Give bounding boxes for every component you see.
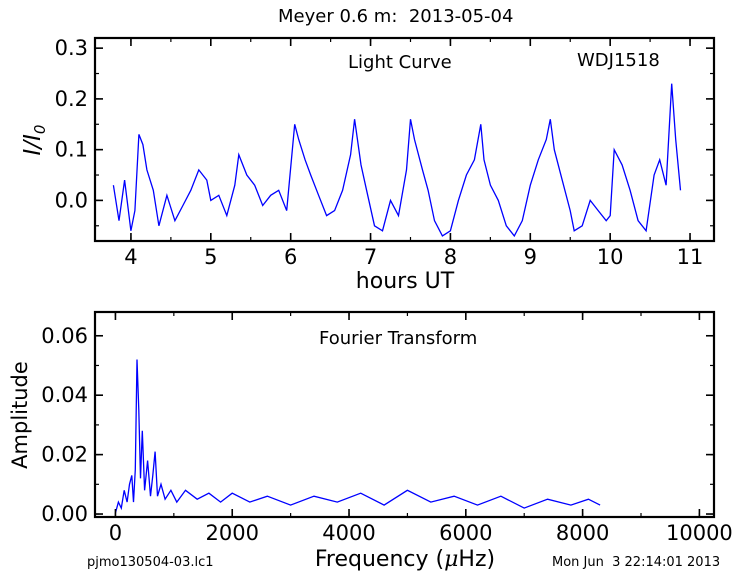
fourier-y-tick-label: 0.00 xyxy=(41,502,88,526)
light-curve-xlabel: hours UT xyxy=(356,269,455,294)
light-curve-annotation: Light Curve xyxy=(348,52,452,73)
fourier-x-tick-label: 10000 xyxy=(666,521,733,545)
fourier-x-tick-label: 0 xyxy=(109,521,122,545)
fourier-xlabel: Frequency (μHz) xyxy=(315,547,495,572)
light-curve-x-tick-label: 6 xyxy=(284,245,297,269)
light-curve-x-tick-label: 8 xyxy=(444,245,457,269)
light-curve-ylabel-sub: 0 xyxy=(31,125,49,135)
light-curve-series-line-0 xyxy=(112,83,682,238)
fourier-y-tick-label: 0.04 xyxy=(41,383,88,407)
fourier-x-tick-label: 2000 xyxy=(206,521,259,545)
light-curve-y-tick-label: 0.3 xyxy=(55,36,88,60)
footer-timestamp: Mon Jun 3 22:14:01 2013 xyxy=(552,555,721,570)
fourier-ylabel: Amplitude xyxy=(8,361,32,469)
object-label: WDJ1518 xyxy=(577,50,660,71)
light-curve-x-tick-label: 4 xyxy=(124,245,137,269)
light-curve-x-tick-label: 11 xyxy=(677,245,704,269)
light-curve-y-tick-label: 0.1 xyxy=(55,138,88,162)
fourier-y-tick-label: 0.02 xyxy=(41,443,88,467)
fourier-series-line-0 xyxy=(114,359,601,514)
light-curve-x-tick-label: 9 xyxy=(524,245,537,269)
light-curve-ylabel-main: I/I xyxy=(20,134,46,156)
fourier-xlabel-suffix: Hz) xyxy=(458,547,495,572)
fourier-panel: Fourier Transform Frequency (μHz) Amplit… xyxy=(8,310,733,572)
fourier-x-tick-label: 8000 xyxy=(556,521,609,545)
fourier-x-tick-label: 4000 xyxy=(322,521,375,545)
fourier-annotation: Fourier Transform xyxy=(319,328,477,349)
light-curve-x-tick-label: 10 xyxy=(597,245,624,269)
light-curve-panel: Light Curve WDJ1518 hours UT I/I0 4 5 6 7 8 9… xyxy=(20,36,716,294)
light-curve-y-tick-label: 0.0 xyxy=(55,188,88,212)
fourier-x-tick-label: 6000 xyxy=(439,521,492,545)
light-curve-y-tick-label: 0.2 xyxy=(55,87,88,111)
fourier-plot-frame xyxy=(93,310,716,519)
light-curve-ylabel: I/I0 xyxy=(20,125,49,156)
fourier-xlabel-mu: μ xyxy=(444,547,458,572)
light-curve-x-tick-label: 5 xyxy=(204,245,217,269)
fourier-xlabel-main: Frequency ( xyxy=(315,547,444,572)
light-curve-plot-frame xyxy=(93,36,716,243)
fourier-y-tick-label: 0.06 xyxy=(41,324,88,348)
light-curve-x-tick-label: 7 xyxy=(364,245,377,269)
figure-title: Meyer 0.6 m: 2013-05-04 xyxy=(278,6,514,27)
footer-filename: pjmo130504-03.lc1 xyxy=(87,555,214,570)
